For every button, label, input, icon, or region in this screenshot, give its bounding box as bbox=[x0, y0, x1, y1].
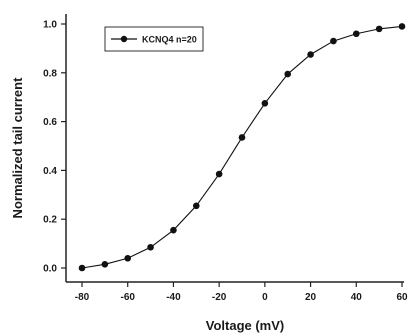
x-tick-label: -20 bbox=[212, 292, 227, 303]
x-axis-title: Voltage (mV) bbox=[206, 318, 285, 333]
axes bbox=[65, 14, 404, 283]
legend-marker bbox=[120, 35, 128, 43]
data-point bbox=[330, 37, 337, 45]
y-tick-label: 0.0 bbox=[43, 264, 57, 275]
data-point bbox=[375, 25, 383, 33]
data-point bbox=[78, 264, 86, 272]
x-tick-label: 0 bbox=[262, 292, 268, 303]
data-point bbox=[307, 51, 314, 58]
y-axis-title: Normalized tail current bbox=[10, 77, 25, 219]
y-ticks: 0.0 0.2 0.4 0.6 0.8 1.0 bbox=[43, 20, 66, 275]
y-tick-label: 0.8 bbox=[43, 68, 57, 79]
data-point bbox=[398, 23, 406, 30]
y-tick-label: 0.6 bbox=[43, 117, 57, 128]
data-point bbox=[124, 254, 132, 262]
data-point bbox=[101, 261, 109, 268]
x-tick-label: -80 bbox=[75, 292, 90, 303]
series-line bbox=[81, 25, 403, 269]
data-point bbox=[261, 100, 269, 107]
data-point bbox=[215, 170, 223, 178]
x-ticks: -80 -60 -40 -20 0 20 40 60 bbox=[75, 282, 408, 303]
x-tick-label: 20 bbox=[305, 292, 317, 303]
data-point bbox=[147, 243, 154, 251]
y-tick-label: 0.2 bbox=[43, 215, 57, 226]
legend: KCNQ4 n=20 bbox=[104, 26, 204, 52]
data-point bbox=[238, 134, 246, 141]
x-tick-label: -60 bbox=[120, 292, 135, 303]
series-layer bbox=[78, 23, 406, 272]
legend-label: KCNQ4 n=20 bbox=[142, 35, 197, 45]
x-tick-label: -40 bbox=[166, 292, 181, 303]
y-tick-label: 1.0 bbox=[43, 20, 57, 31]
data-point bbox=[192, 202, 200, 210]
x-tick-label: 40 bbox=[351, 292, 363, 303]
data-point bbox=[284, 70, 292, 78]
data-point bbox=[170, 226, 177, 234]
y-tick-label: 0.4 bbox=[43, 166, 57, 177]
data-point bbox=[352, 30, 360, 38]
x-tick-label: 60 bbox=[396, 292, 408, 303]
